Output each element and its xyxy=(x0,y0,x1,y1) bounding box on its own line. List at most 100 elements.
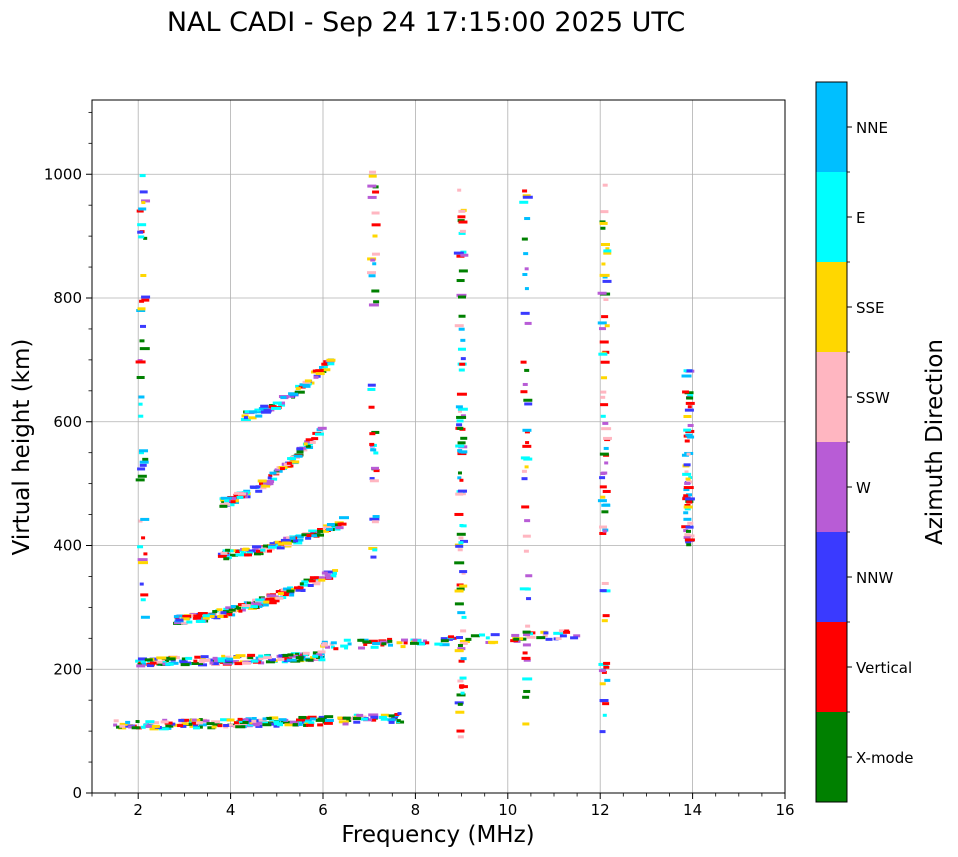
echo-point xyxy=(684,507,691,511)
echo-point xyxy=(181,657,186,661)
echo-point xyxy=(217,724,223,728)
echo-point xyxy=(603,251,612,255)
echo-point xyxy=(257,718,267,722)
echo-point xyxy=(525,574,533,578)
colorbar-swatch xyxy=(816,82,847,172)
echo-point xyxy=(367,271,377,275)
echo-point xyxy=(454,561,465,565)
echo-point xyxy=(304,379,312,383)
echo-point xyxy=(265,480,275,484)
echo-point xyxy=(368,274,376,278)
echo-point xyxy=(388,720,395,724)
echo-point xyxy=(305,536,312,540)
echo-point xyxy=(228,608,236,612)
echo-point xyxy=(381,642,387,646)
echo-point xyxy=(600,390,607,394)
echo-point xyxy=(372,262,377,266)
echo-point xyxy=(524,267,529,271)
echo-point xyxy=(262,723,272,727)
echo-point xyxy=(128,725,136,729)
echo-point xyxy=(136,209,144,213)
echo-point xyxy=(299,383,310,387)
echo-point xyxy=(356,713,364,717)
echo-point xyxy=(485,640,491,644)
echo-point xyxy=(387,637,393,641)
echo-point xyxy=(140,725,146,729)
echo-point xyxy=(303,723,309,727)
echo-point xyxy=(220,718,231,722)
echo-point xyxy=(220,611,227,615)
echo-point xyxy=(263,544,269,548)
echo-point xyxy=(686,529,692,533)
echo-point xyxy=(143,723,148,727)
echo-point xyxy=(302,442,313,446)
echo-point xyxy=(307,584,314,588)
echo-point xyxy=(137,474,147,478)
echo-point xyxy=(158,727,169,731)
echo-point xyxy=(255,598,265,602)
echo-point xyxy=(234,662,243,666)
echo-point xyxy=(286,658,297,662)
echo-point xyxy=(522,189,528,193)
echo-point xyxy=(317,655,324,659)
echo-point xyxy=(370,448,375,452)
echo-point xyxy=(684,497,695,501)
echo-point xyxy=(683,494,689,498)
echo-point xyxy=(135,659,144,663)
echo-point xyxy=(241,604,251,608)
echo-point xyxy=(181,621,189,625)
echo-point xyxy=(456,279,465,283)
echo-point xyxy=(269,542,278,546)
echo-point xyxy=(599,485,607,489)
echo-point xyxy=(322,526,332,530)
echo-point xyxy=(605,247,610,251)
echo-point xyxy=(684,408,694,412)
echo-point xyxy=(453,251,464,255)
echo-point xyxy=(290,460,300,464)
echo-point xyxy=(141,298,150,302)
echo-point xyxy=(325,645,331,649)
echo-point xyxy=(440,639,449,643)
echo-point xyxy=(217,554,227,558)
echo-point xyxy=(682,472,692,476)
echo-point xyxy=(338,516,349,520)
echo-point xyxy=(371,718,377,722)
echo-point xyxy=(265,716,272,720)
echo-point xyxy=(305,658,314,662)
echo-point xyxy=(686,396,694,400)
echo-point xyxy=(683,415,692,419)
echo-point xyxy=(213,659,218,663)
y-tick-label: 0 xyxy=(72,784,82,802)
echo-point xyxy=(522,630,531,634)
colorbar-tick-label: W xyxy=(856,479,871,497)
echo-point xyxy=(139,190,148,194)
echo-point xyxy=(265,660,275,664)
echo-point xyxy=(367,195,377,199)
echo-point xyxy=(182,614,192,618)
echo-point xyxy=(144,658,153,662)
echo-point xyxy=(283,655,289,659)
echo-point xyxy=(292,723,298,727)
echo-point xyxy=(244,553,253,557)
echo-point xyxy=(525,624,531,628)
echo-point xyxy=(600,495,606,499)
echo-point xyxy=(251,719,257,723)
echo-point xyxy=(255,549,263,553)
echo-point xyxy=(135,720,140,724)
echo-point xyxy=(558,629,569,633)
echo-point xyxy=(140,324,147,328)
echo-point xyxy=(369,517,380,521)
echo-point xyxy=(296,450,304,454)
echo-point xyxy=(454,324,464,328)
echo-point xyxy=(372,515,380,519)
echo-point xyxy=(265,597,275,601)
echo-point xyxy=(335,526,344,530)
echo-point xyxy=(297,538,304,542)
echo-point xyxy=(380,717,388,721)
echo-point xyxy=(309,440,316,444)
echo-point xyxy=(269,658,276,662)
echo-point xyxy=(298,385,306,389)
echo-point xyxy=(457,426,464,430)
echo-point xyxy=(373,300,380,304)
